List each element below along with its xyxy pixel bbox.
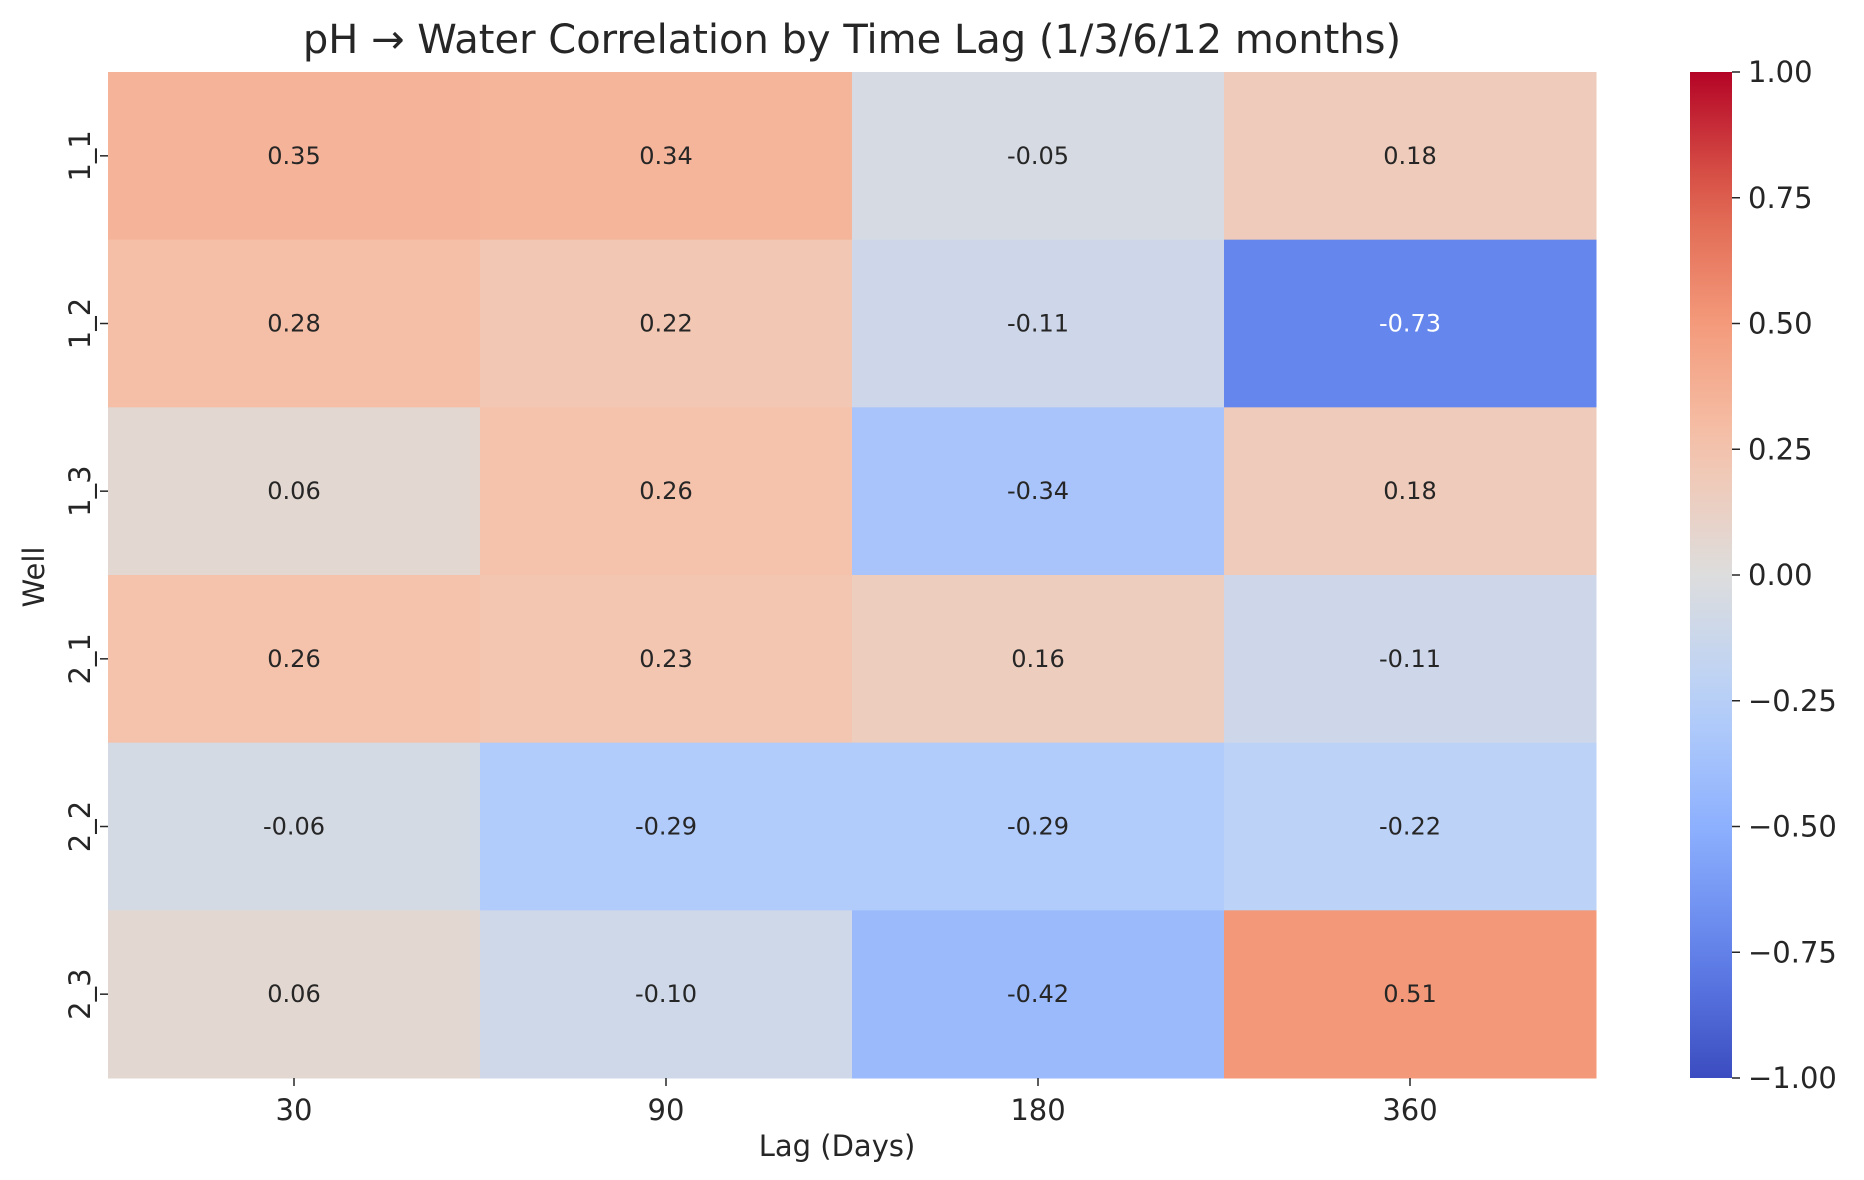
heatmap-cell	[852, 910, 1225, 1079]
y-tick-label: 2_1	[63, 633, 97, 684]
cell-value-label: -0.42	[1007, 980, 1069, 1008]
cell-value-label: -0.34	[1007, 477, 1069, 505]
cell-value-label: 0.18	[1383, 477, 1436, 505]
colorbar-tick-label: 0.00	[1748, 558, 1813, 592]
x-tick-label: 30	[276, 1093, 313, 1127]
heatmap-cell	[108, 407, 481, 576]
cell-value-label: -0.10	[635, 980, 697, 1008]
y-axis-ticks: 1_1 1_2 1_3 2_1 2_2 2_3	[63, 130, 108, 1020]
cell-value-label: -0.06	[263, 813, 325, 841]
x-tick-label: 90	[648, 1093, 685, 1127]
heatmap-cell	[480, 742, 853, 911]
colorbar-tick-label: 1.00	[1748, 55, 1813, 89]
chart-title: pH → Water Correlation by Time Lag (1/3/…	[303, 17, 1401, 63]
y-tick-label: 2_3	[63, 968, 97, 1019]
heatmap-cell	[108, 575, 481, 744]
y-tick-label: 1_3	[63, 465, 97, 516]
x-axis-ticks: 30 90 180 360	[276, 1078, 1438, 1127]
colorbar-tick-label: 0.50	[1748, 307, 1813, 341]
colorbar-ticks: 1.00 0.75 0.50 0.25 0.00 −0.25 −0.50 −0.75 −1.00	[1732, 55, 1837, 1095]
colorbar-tick-label: −1.00	[1748, 1061, 1837, 1095]
cell-value-label: 0.23	[639, 645, 692, 673]
heatmap-cell	[1224, 575, 1597, 744]
x-tick-label: 180	[1010, 1093, 1065, 1127]
colorbar-tick-label: −0.25	[1748, 684, 1837, 718]
heatmap-cell	[852, 407, 1225, 576]
heatmap-cell	[1224, 910, 1597, 1079]
cell-value-label: 0.18	[1383, 142, 1436, 170]
x-axis-label: Lag (Days)	[759, 1129, 916, 1163]
heatmap-cell	[1224, 407, 1597, 576]
y-axis-label: Well	[17, 547, 51, 608]
y-tick-label: 2_2	[63, 801, 97, 852]
cell-value-label: 0.26	[639, 477, 692, 505]
heatmap-cell	[852, 742, 1225, 911]
heatmap-cell-labels: 0.35 0.34 -0.05 0.18 0.28 0.22 -0.11 -0.73 0.06 0…	[263, 142, 1441, 1008]
heatmap-cell	[480, 239, 853, 408]
cell-value-label: 0.51	[1383, 980, 1436, 1008]
cell-value-label: 0.35	[267, 142, 320, 170]
y-tick-label: 1_1	[63, 130, 97, 181]
heatmap-cell	[480, 72, 853, 241]
cell-value-label: 0.06	[267, 980, 320, 1008]
heatmap-cell	[852, 575, 1225, 744]
colorbar-tick-label: −0.50	[1748, 810, 1837, 844]
cell-value-label: 0.22	[639, 310, 692, 338]
cell-value-label: -0.73	[1379, 310, 1441, 338]
colorbar	[1690, 72, 1732, 1078]
heatmap-cell	[1224, 742, 1597, 911]
cell-value-label: -0.05	[1007, 142, 1069, 170]
heatmap-cell	[108, 239, 481, 408]
x-tick-label: 360	[1382, 1093, 1437, 1127]
cell-value-label: 0.06	[267, 477, 320, 505]
heatmap-cells	[108, 72, 1597, 1079]
cell-value-label: -0.11	[1379, 645, 1441, 673]
cell-value-label: -0.29	[635, 813, 697, 841]
cell-value-label: 0.28	[267, 310, 320, 338]
heatmap-cell	[480, 910, 853, 1079]
heatmap-cell	[480, 575, 853, 744]
cell-value-label: 0.16	[1011, 645, 1064, 673]
heatmap-cell	[108, 910, 481, 1079]
cell-value-label: -0.29	[1007, 813, 1069, 841]
heatmap-cell	[108, 742, 481, 911]
cell-value-label: 0.34	[639, 142, 692, 170]
heatmap-cell	[1224, 72, 1597, 241]
cell-value-label: -0.11	[1007, 310, 1069, 338]
colorbar-tick-label: −0.75	[1748, 935, 1837, 969]
colorbar-tick-label: 0.25	[1748, 432, 1813, 466]
heatmap-cell	[852, 72, 1225, 241]
heatmap-cell	[108, 72, 481, 241]
heatmap-cell	[480, 407, 853, 576]
cell-value-label: -0.22	[1379, 813, 1441, 841]
y-tick-label: 1_2	[63, 298, 97, 349]
cell-value-label: 0.26	[267, 645, 320, 673]
colorbar-tick-label: 0.75	[1748, 181, 1813, 215]
heatmap-cell	[852, 239, 1225, 408]
heatmap-cell	[1224, 239, 1597, 408]
